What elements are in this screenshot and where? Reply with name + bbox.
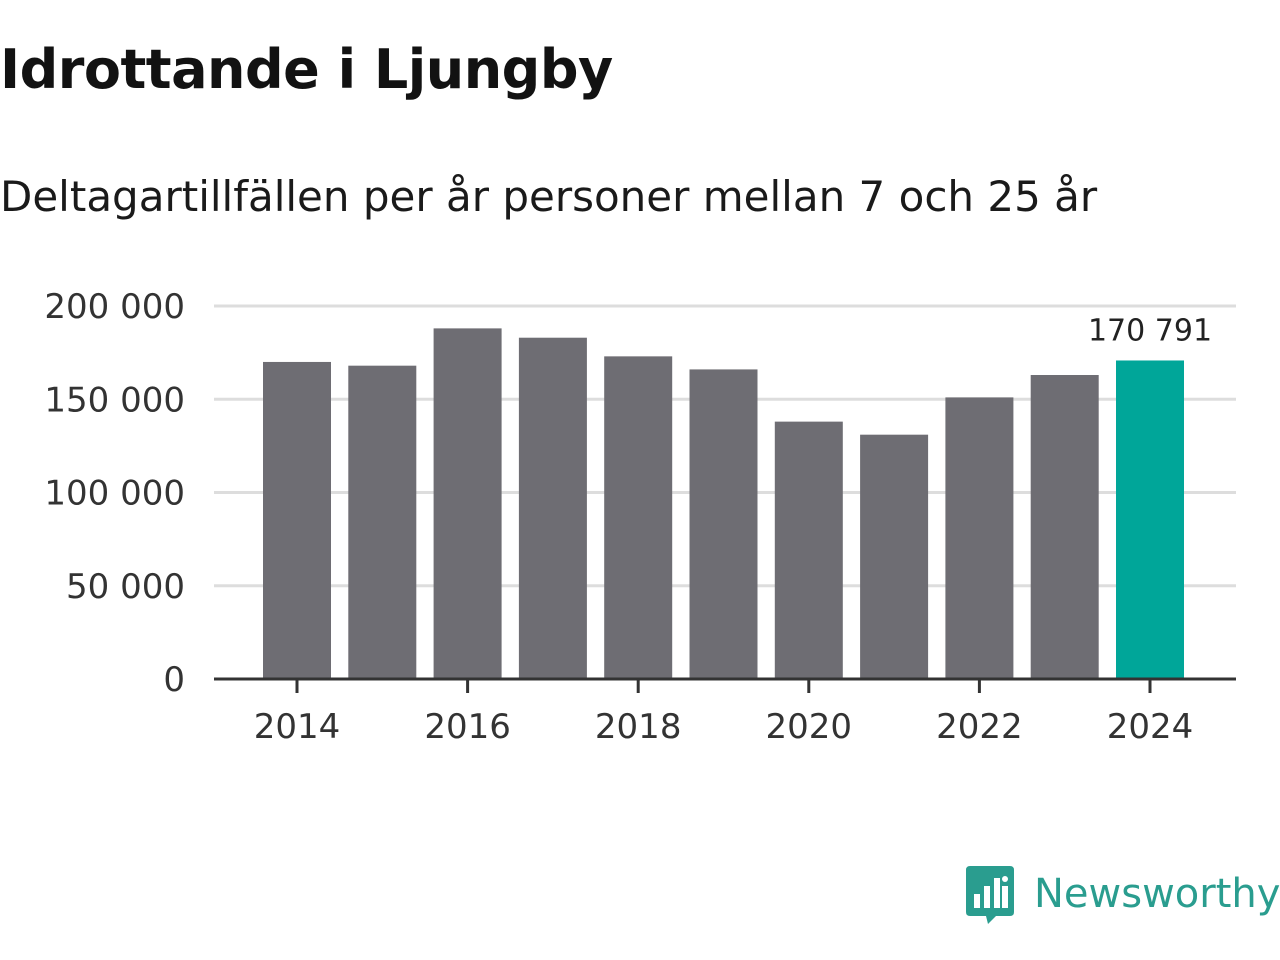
y-tick-label: 50 000 bbox=[66, 567, 185, 607]
chart-title: Idrottande i Ljungby bbox=[0, 38, 613, 101]
bar bbox=[689, 369, 758, 679]
x-tick-label: 2020 bbox=[766, 707, 853, 747]
bar bbox=[774, 421, 843, 679]
x-tick-label: 2022 bbox=[936, 707, 1023, 747]
y-tick-label: 150 000 bbox=[44, 380, 185, 420]
bar bbox=[348, 365, 417, 679]
bar bbox=[604, 356, 673, 679]
y-tick-label: 100 000 bbox=[44, 474, 185, 514]
bars bbox=[263, 328, 1184, 679]
bar bbox=[263, 361, 331, 679]
bar bbox=[860, 434, 929, 679]
x-tick-label: 2014 bbox=[254, 707, 341, 747]
x-tick-label: 2016 bbox=[424, 707, 511, 747]
data-label: 170 791 bbox=[1088, 313, 1212, 348]
brand-name: Newsworthy bbox=[1034, 871, 1280, 917]
newsworthy-logo-icon bbox=[966, 866, 1014, 924]
labels: 0 50 000 100 000 150 000 200 000 2014 2016 2018… bbox=[44, 287, 1212, 747]
bar-chart: 0 50 000 100 000 150 000 200 000 2014 2016 2018… bbox=[44, 287, 1236, 747]
chart-subtitle: Deltagartillfällen per år personer mella… bbox=[0, 172, 1098, 221]
bar bbox=[518, 337, 587, 679]
x-tick-label: 2024 bbox=[1107, 707, 1194, 747]
bar-highlighted bbox=[1116, 360, 1184, 679]
bar bbox=[945, 397, 1014, 679]
bar bbox=[433, 328, 502, 679]
axes bbox=[214, 677, 1236, 693]
x-tick-label: 2018 bbox=[595, 707, 682, 747]
y-tick-label: 200 000 bbox=[44, 287, 185, 327]
brand: Newsworthy bbox=[964, 862, 1280, 926]
y-tick-label: 0 bbox=[163, 660, 185, 700]
bar bbox=[1030, 375, 1099, 679]
